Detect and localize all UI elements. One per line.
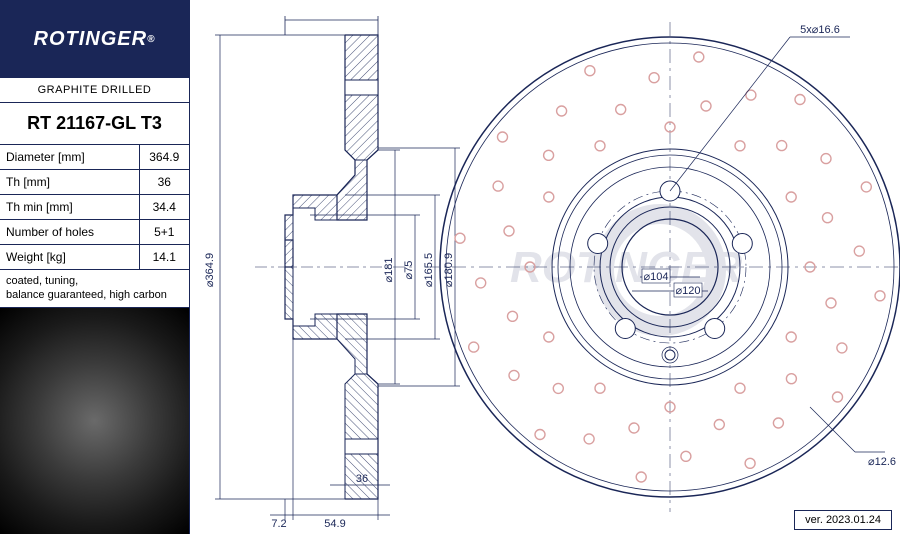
dim-165: ⌀165.5 (423, 253, 435, 287)
dim-thick: 36 (356, 473, 368, 485)
face-view: ⌀104 ⌀120 5x⌀16.6 ⌀12.6 (425, 22, 900, 512)
spec-label: Th [mm] (0, 170, 139, 195)
side-view: ⌀364.9 ⌀181 ⌀75 (204, 16, 460, 530)
spec-label: Th min [mm] (0, 195, 139, 220)
dim-hub: ⌀104 (644, 271, 669, 283)
table-row: Th min [mm]34.4 (0, 195, 189, 220)
table-row: Weight [kg]14.1 (0, 245, 189, 270)
table-row: Number of holes5+1 (0, 220, 189, 245)
dim-offset: 7.2 (271, 518, 286, 530)
table-row: Diameter [mm]364.9 (0, 145, 189, 170)
spec-label: Diameter [mm] (0, 145, 139, 170)
spec-table: Diameter [mm]364.9 Th [mm]36 Th min [mm]… (0, 145, 189, 270)
spec-value: 5+1 (139, 220, 189, 245)
spec-header: GRAPHITE DRILLED (0, 78, 189, 103)
spec-notes: coated, tuning, balance guaranteed, high… (0, 270, 189, 308)
dim-outer-dia: ⌀364.9 (204, 253, 216, 287)
product-photo (0, 308, 189, 534)
spec-value: 364.9 (139, 145, 189, 170)
part-number: RT 21167-GL T3 (0, 103, 189, 145)
callout-bolts: 5x⌀16.6 (800, 24, 840, 36)
spec-label: Number of holes (0, 220, 139, 245)
technical-drawing: ROTINGER (190, 0, 900, 534)
spec-panel: ROTINGER® GRAPHITE DRILLED RT 21167-GL T… (0, 0, 190, 534)
brand-logo: ROTINGER® (0, 0, 189, 78)
dim-pcd: ⌀120 (676, 285, 701, 297)
spec-value: 34.4 (139, 195, 189, 220)
dim-181: ⌀181 (383, 258, 395, 283)
table-row: Th [mm]36 (0, 170, 189, 195)
spec-label: Weight [kg] (0, 245, 139, 270)
version-label: ver. 2023.01.24 (794, 510, 892, 530)
watermark-text: ROTINGER (510, 243, 742, 292)
brand-text: ROTINGER (34, 28, 148, 51)
spec-value: 14.1 (139, 245, 189, 270)
dim-hat: 54.9 (324, 518, 345, 530)
dim-180: ⌀180.9 (443, 253, 455, 287)
callout-drill: ⌀12.6 (868, 456, 896, 468)
dim-75: ⌀75 (403, 261, 415, 280)
spec-value: 36 (139, 170, 189, 195)
